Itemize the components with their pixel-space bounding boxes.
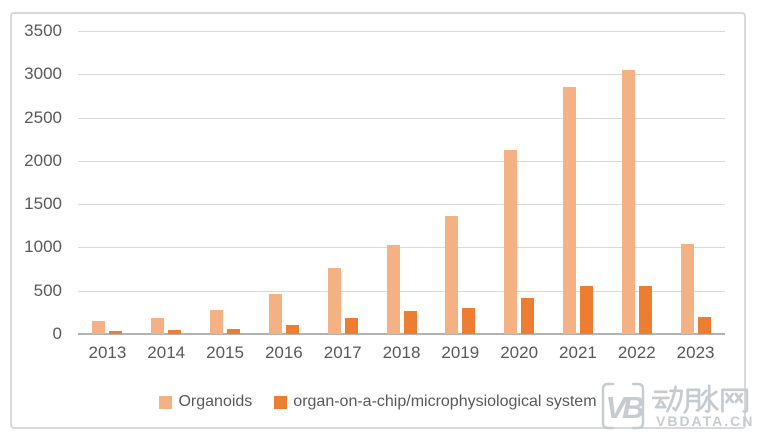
x-tick-label-2016: 2016	[264, 343, 303, 362]
watermark-url: VBDATA.CN	[656, 413, 755, 429]
y-tick-label-0: 0	[52, 324, 62, 343]
vb-monogram: VB	[605, 390, 644, 425]
y-tick-label-1500: 1500	[24, 194, 62, 214]
gridline-500	[78, 290, 725, 292]
x-tick-label-2015: 2015	[206, 343, 244, 362]
bar-organoids-2021	[562, 87, 576, 334]
bar-organ-on-a-chip-microphysiological-system-2018	[403, 310, 417, 334]
bar-organ-on-a-chip-microphysiological-system-2019	[462, 308, 476, 334]
gridline-2000	[78, 160, 725, 162]
y-tick-label-1000: 1000	[24, 237, 62, 257]
gridline-3500	[78, 31, 725, 32]
bar-organoids-2018	[386, 244, 400, 334]
y-tick-label-3000: 3000	[24, 64, 62, 84]
gridline-1000	[78, 247, 725, 249]
x-tick-label-2022: 2022	[617, 343, 656, 362]
legend-swatch-icon	[274, 395, 288, 409]
legend-label: organ-on-a-chip/microphysiological syste…	[293, 393, 597, 410]
legend-item-organ-on-a-chip-microphysiological-system: organ-on-a-chip/microphysiological syste…	[274, 393, 597, 411]
legend-label: Organoids	[178, 393, 253, 410]
x-tick-label-2021: 2021	[559, 343, 597, 362]
y-tick-label-2000: 2000	[24, 150, 62, 170]
bar-organoids-2015	[210, 309, 224, 334]
brand-name-cjk	[652, 384, 749, 414]
bar-organ-on-a-chip-microphysiological-system-2014	[168, 330, 182, 334]
x-tick-label-2018: 2018	[382, 343, 421, 362]
bar-organ-on-a-chip-microphysiological-system-2020	[521, 297, 535, 334]
y-tick-label-500: 500	[33, 280, 62, 300]
bar-organoids-2019	[445, 216, 459, 334]
bar-organoids-2016	[268, 293, 282, 334]
bar-organoids-2020	[504, 149, 518, 334]
bar-organ-on-a-chip-microphysiological-system-2013	[109, 330, 123, 334]
gridline-2500	[78, 117, 725, 119]
y-tick-label-2500: 2500	[24, 107, 62, 127]
bar-organ-on-a-chip-microphysiological-system-2023	[697, 316, 711, 334]
bar-organoids-2023	[680, 243, 694, 334]
watermark: VB VBDATA.CN	[600, 382, 754, 430]
bar-organ-on-a-chip-microphysiological-system-2016	[285, 324, 299, 334]
x-tick-label-2014: 2014	[147, 343, 186, 362]
x-tick-label-2013: 2013	[88, 343, 127, 362]
bar-organoids-2014	[151, 317, 165, 334]
bar-organ-on-a-chip-microphysiological-system-2015	[227, 329, 241, 334]
legend-item-organoids: Organoids	[159, 393, 252, 411]
bar-organ-on-a-chip-microphysiological-system-2021	[579, 285, 593, 334]
y-tick-label-3500: 3500	[24, 21, 62, 40]
legend: Organoids organ-on-a-chip/microphysiologi…	[10, 391, 746, 413]
bar-organoids-2017	[327, 268, 341, 334]
bar-organoids-2013	[92, 321, 106, 334]
x-tick-label-2023: 2023	[676, 343, 715, 362]
bar-organ-on-a-chip-microphysiological-system-2017	[344, 318, 358, 334]
legend-swatch-icon	[159, 395, 173, 409]
x-tick-label-2020: 2020	[500, 343, 539, 362]
x-tick-label-2017: 2017	[323, 343, 362, 362]
x-axis-line	[78, 333, 725, 335]
bar-organ-on-a-chip-microphysiological-system-2022	[638, 285, 652, 334]
vbdata-logo-icon: VB	[601, 382, 646, 430]
x-tick-label-2019: 2019	[441, 343, 480, 362]
gridline-3000	[78, 74, 725, 76]
gridline-1500	[78, 204, 725, 206]
bar-organoids-2022	[621, 69, 635, 334]
